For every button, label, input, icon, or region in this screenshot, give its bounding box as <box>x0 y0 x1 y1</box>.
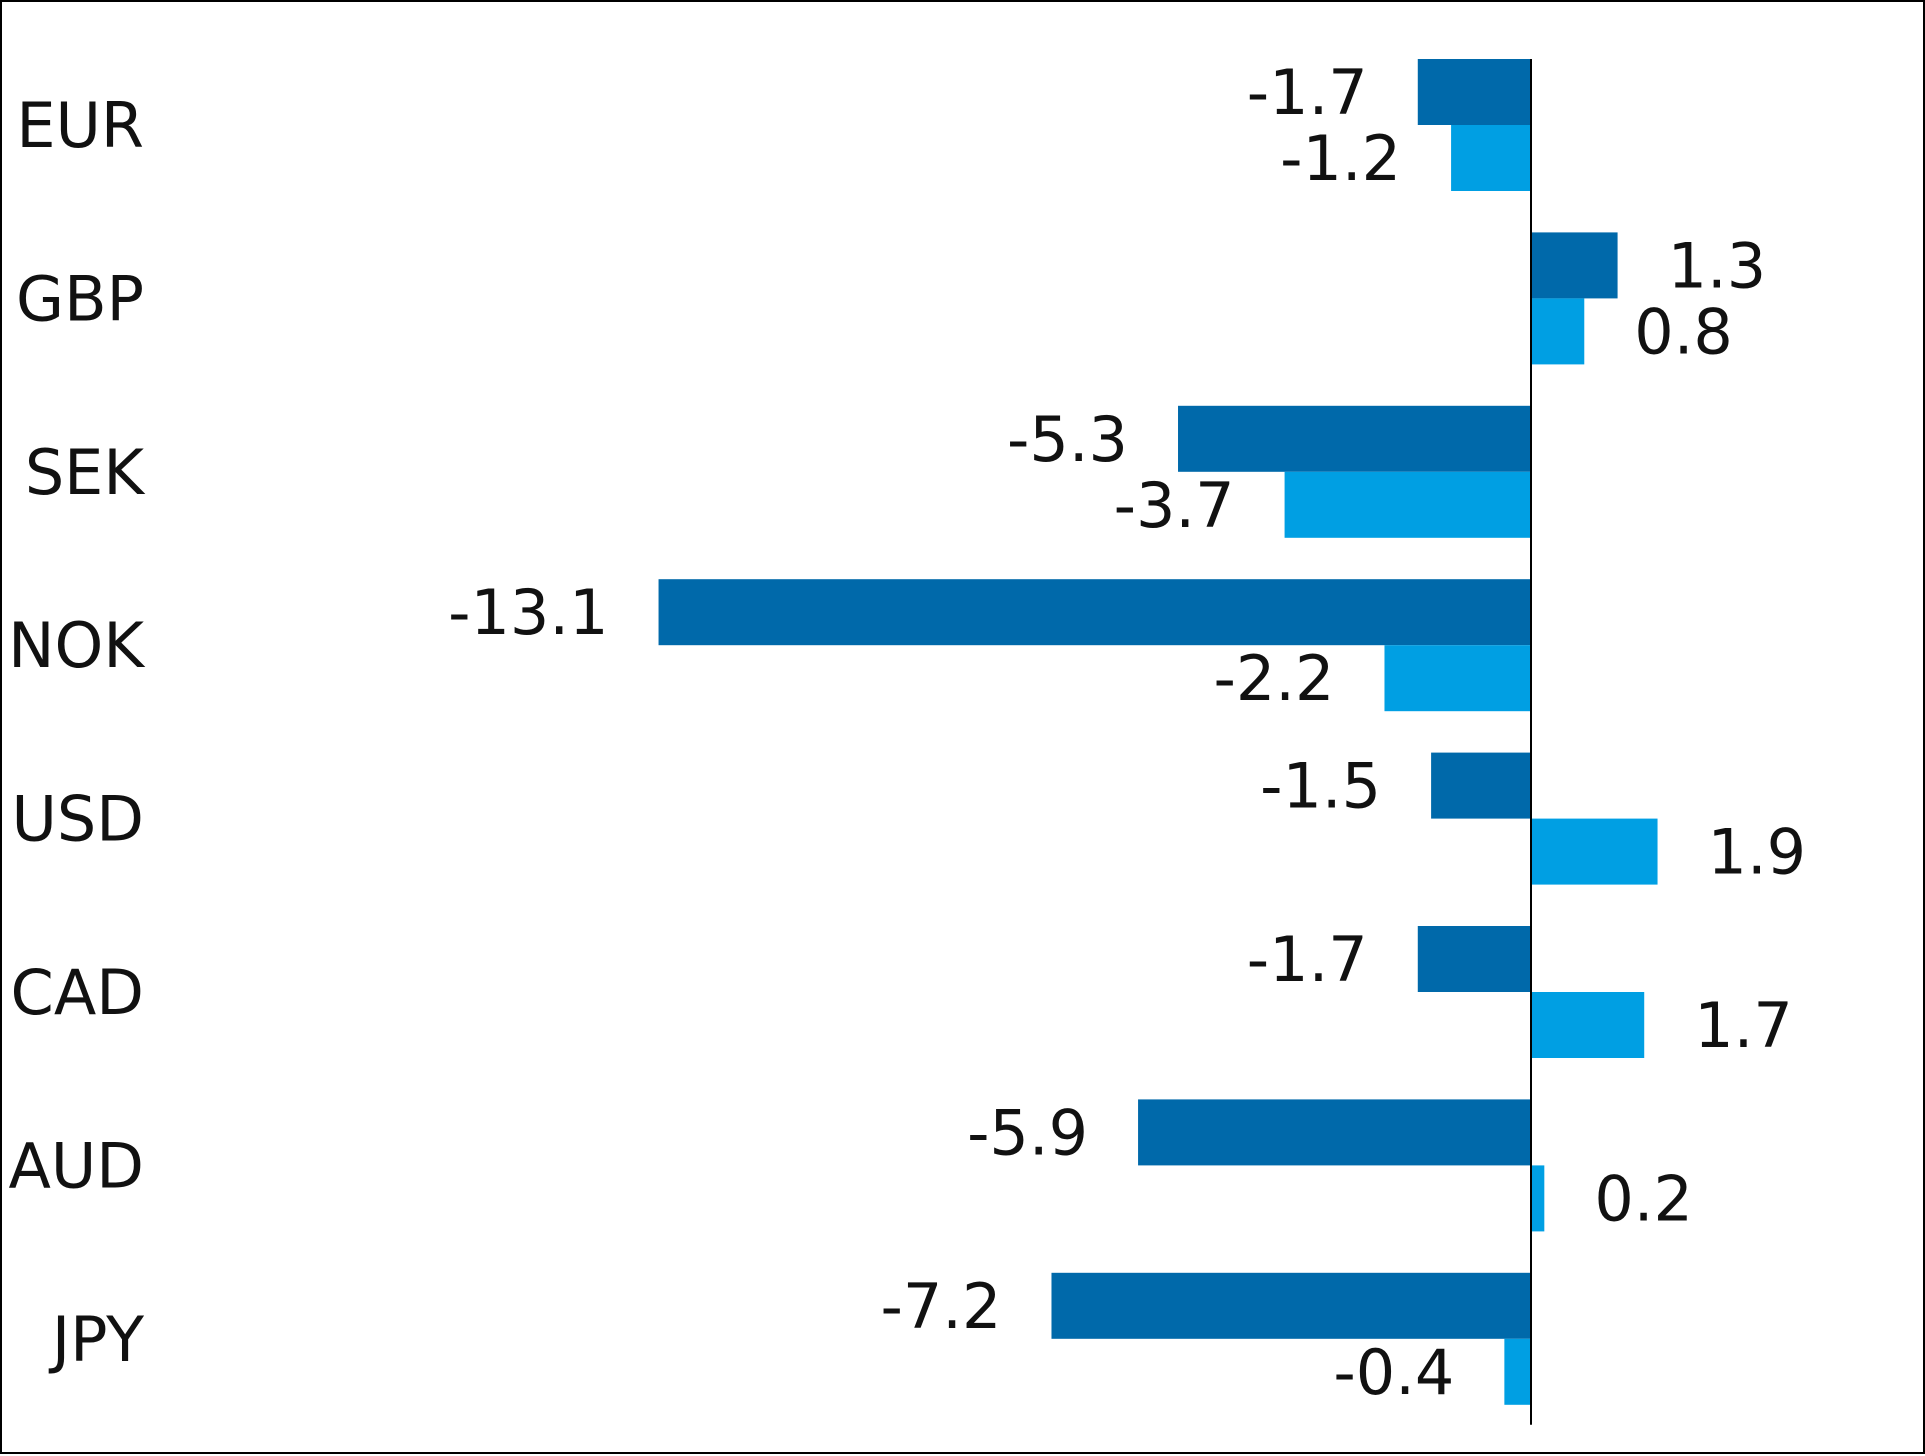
value-label-aud-series-1: -5.9 <box>967 1096 1088 1169</box>
value-label-jpy-series-2: -0.4 <box>1333 1336 1454 1409</box>
bar-sek-series-1 <box>1178 405 1531 472</box>
value-label-gbp-series-2: 0.8 <box>1634 295 1733 368</box>
bar-nok-series-2 <box>1384 645 1531 712</box>
value-label-aud-series-2: 0.2 <box>1594 1162 1693 1235</box>
category-label-nok: NOK <box>8 609 145 682</box>
value-label-sek-series-1: -5.3 <box>1007 403 1128 476</box>
bar-cad-series-1 <box>1417 926 1531 992</box>
bar-cad-series-2 <box>1531 992 1645 1058</box>
value-label-cad-series-2: 1.7 <box>1694 989 1793 1062</box>
value-label-cad-series-1: -1.7 <box>1247 923 1368 996</box>
category-label-sek: SEK <box>25 436 146 509</box>
value-label-usd-series-1: -1.5 <box>1260 750 1381 823</box>
category-label-eur: EUR <box>16 89 144 162</box>
bar-aud-series-1 <box>1138 1099 1531 1166</box>
category-label-aud: AUD <box>8 1129 144 1202</box>
bar-gbp-series-2 <box>1531 298 1585 365</box>
category-label-jpy: JPY <box>48 1303 144 1376</box>
bar-nok-series-1 <box>658 579 1531 646</box>
bar-eur-series-1 <box>1417 59 1531 125</box>
bar-aud-series-2 <box>1531 1165 1545 1232</box>
bars-layer <box>658 59 1658 1405</box>
bar-gbp-series-1 <box>1531 232 1618 299</box>
category-label-gbp: GBP <box>16 262 144 335</box>
value-label-sek-series-2: -3.7 <box>1114 469 1235 542</box>
bar-sek-series-2 <box>1284 471 1531 538</box>
bar-usd-series-2 <box>1531 818 1658 885</box>
bar-jpy-series-1 <box>1051 1272 1531 1339</box>
bar-jpy-series-2 <box>1504 1338 1531 1405</box>
category-label-cad: CAD <box>11 956 144 1029</box>
bar-usd-series-1 <box>1431 752 1531 819</box>
value-label-nok-series-1: -13.1 <box>448 576 608 649</box>
value-label-usd-series-2: 1.9 <box>1708 816 1807 889</box>
value-label-eur-series-2: -1.2 <box>1280 122 1401 195</box>
value-label-jpy-series-1: -7.2 <box>880 1270 1001 1343</box>
value-label-eur-series-1: -1.7 <box>1247 56 1368 129</box>
bar-eur-series-2 <box>1451 125 1531 191</box>
category-label-usd: USD <box>12 783 144 856</box>
value-label-nok-series-2: -2.2 <box>1213 642 1334 715</box>
value-label-gbp-series-1: 1.3 <box>1668 229 1767 302</box>
